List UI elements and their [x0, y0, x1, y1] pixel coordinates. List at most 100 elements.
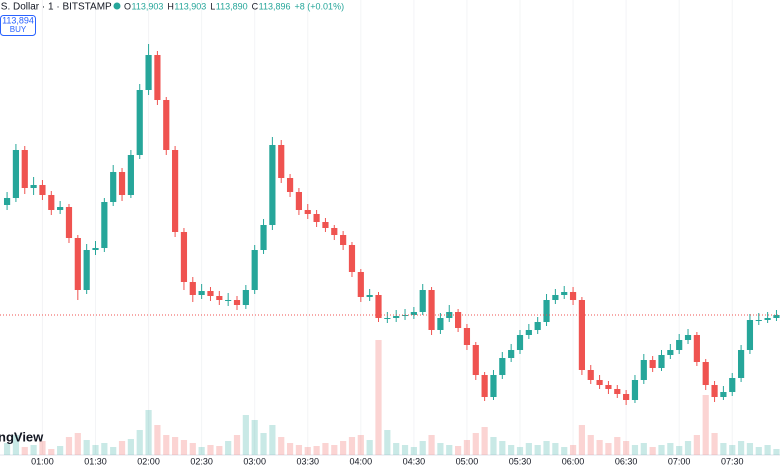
ohlc-key: C	[252, 1, 259, 11]
volume-bar	[163, 435, 170, 455]
volume-bar	[463, 440, 471, 455]
x-tick-label: 05:30	[509, 456, 532, 466]
candle-body	[348, 245, 356, 272]
candle-body	[127, 155, 134, 195]
volume-bar	[455, 446, 462, 455]
candle-body	[74, 238, 81, 290]
candle-body	[366, 295, 373, 297]
candle-body	[516, 335, 524, 350]
volume-bar	[331, 445, 338, 455]
candle-body	[242, 290, 249, 305]
candle-body	[455, 312, 462, 328]
candle-body	[737, 350, 745, 378]
candle-body	[649, 360, 656, 368]
volume-bar	[278, 437, 285, 455]
volume-bar	[39, 441, 46, 455]
buy-button[interactable]	[0, 15, 36, 36]
candle-body	[428, 290, 435, 330]
x-tick-label: 04:30	[403, 456, 426, 466]
candle-body	[30, 185, 37, 188]
candle-body	[525, 330, 532, 335]
volume-bar	[596, 440, 603, 455]
buy-price[interactable]: 113,894	[2, 15, 34, 25]
candle-body	[295, 192, 303, 210]
volume-bar	[304, 447, 311, 455]
candle-body	[304, 210, 311, 214]
candle-body	[490, 375, 497, 397]
volume-bar	[773, 449, 780, 455]
candle-body	[233, 300, 241, 305]
x-tick-label: 02:30	[190, 456, 213, 466]
candle-body	[357, 272, 364, 297]
x-tick-label: 07:30	[721, 456, 744, 466]
volume-bar	[561, 447, 568, 455]
ohlc-value: 113,903	[132, 1, 164, 11]
volume-bar	[207, 445, 214, 455]
candle-body	[145, 55, 152, 90]
candle-body	[83, 250, 90, 290]
volume-bar	[481, 427, 488, 455]
candle-body	[198, 291, 205, 295]
buy-label[interactable]: BUY	[10, 25, 27, 34]
candle-body	[676, 340, 683, 350]
volume-bar	[508, 445, 515, 455]
volume-bar	[676, 446, 683, 455]
candle-body	[340, 235, 347, 245]
volume-bar	[587, 435, 594, 455]
volume-bar	[216, 446, 223, 455]
ohlc-value: 113,890	[216, 1, 248, 11]
candle-body	[393, 316, 400, 318]
candle-body	[375, 295, 382, 318]
volume-bar	[490, 437, 497, 455]
volume-bar	[233, 435, 241, 455]
candle-body	[260, 225, 267, 250]
candle-body	[207, 291, 214, 296]
candle-body	[640, 360, 647, 380]
volume-bar	[92, 445, 99, 455]
candle-body	[658, 355, 665, 368]
volume-bar	[118, 441, 126, 455]
volume-bar	[65, 437, 73, 455]
volume-bar	[83, 440, 90, 455]
volume-bar	[57, 446, 64, 455]
volume-bar	[12, 435, 20, 455]
volume-bar	[366, 440, 373, 455]
ohlc-key: H	[167, 1, 174, 11]
candle-body	[561, 292, 568, 295]
volume-bar	[286, 443, 294, 455]
ohlc-legend: O 113,903 H 113,903 L 113,890 C 113,896	[124, 1, 291, 11]
candle-body	[578, 300, 585, 370]
volume-bar	[340, 441, 347, 455]
ohlc-key: L	[210, 1, 215, 11]
candle-body	[216, 296, 223, 300]
x-tick-label: 01:30	[84, 456, 107, 466]
candle-body	[278, 145, 285, 178]
candle-body	[163, 100, 170, 150]
volume-bar	[295, 445, 303, 455]
candle-body	[773, 315, 780, 318]
x-tick-label: 06:00	[562, 456, 585, 466]
candle-body	[384, 318, 391, 319]
candle-body	[12, 150, 20, 198]
volume-bar	[154, 425, 161, 455]
volume-bar	[313, 446, 320, 455]
logo: ngView	[0, 429, 44, 444]
price-change: +8 (+0.01%)	[295, 1, 345, 11]
candle-body	[702, 362, 709, 385]
volume-bar	[419, 441, 426, 455]
candle-body	[667, 350, 674, 355]
x-tick-label: 03:00	[243, 456, 266, 466]
volume-bar	[21, 447, 28, 455]
candle-body	[605, 385, 612, 389]
volume-bar	[393, 443, 400, 455]
candle-body	[419, 290, 426, 312]
candle-body	[499, 358, 506, 375]
candle-body	[437, 318, 444, 330]
volume-bar	[543, 441, 550, 455]
volume-bar	[755, 447, 762, 455]
volume-bar	[145, 410, 152, 455]
candle-body	[154, 55, 161, 100]
x-tick-label: 04:00	[350, 456, 373, 466]
volume-bar	[649, 447, 656, 455]
candle-body	[631, 380, 639, 400]
